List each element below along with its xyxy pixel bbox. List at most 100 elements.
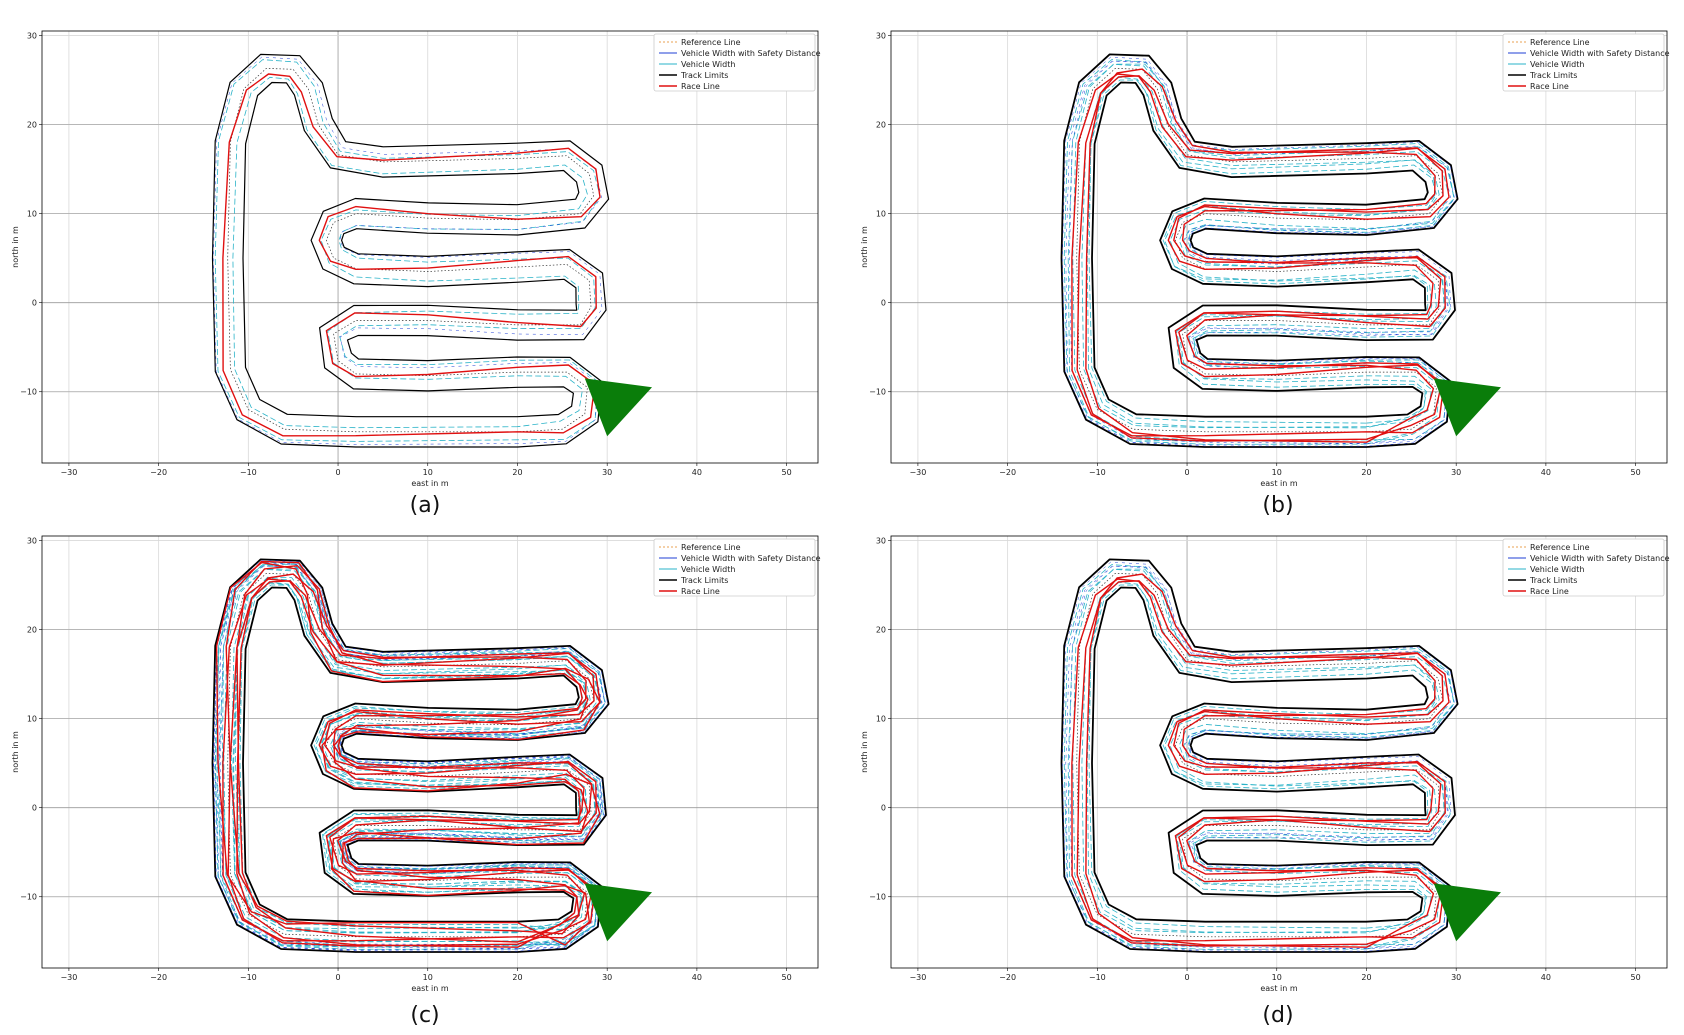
x-tick-label: 0: [335, 468, 340, 477]
safety-width-line: [213, 562, 603, 951]
x-tick-label: 40: [1541, 973, 1551, 982]
x-tick-label: −10: [240, 973, 257, 982]
y-tick-label: 20: [27, 121, 37, 130]
race-line: [225, 560, 589, 935]
vehicle-width-line: [1072, 63, 1455, 443]
start-marker: [1433, 378, 1501, 437]
x-tick-label: 10: [1272, 468, 1282, 477]
track-limit-outer: [1060, 53, 1459, 448]
legend-box: [653, 33, 816, 92]
x-tick-label: 40: [692, 468, 702, 477]
panel-caption: (c): [410, 1003, 439, 1028]
safety-width-line: [1062, 56, 1452, 445]
start-marker: [584, 378, 652, 437]
legend-entry: Race Line: [681, 587, 720, 596]
legend-entry: Reference Line: [681, 543, 741, 552]
legend-entry: Race Line: [1530, 82, 1569, 91]
axes-frame: [890, 535, 1668, 969]
x-tick-label: 20: [1361, 468, 1371, 477]
vehicle-width-line: [1086, 584, 1440, 934]
legend-box: [653, 538, 816, 597]
axes-frame: [41, 535, 819, 969]
safety-width-line: [1069, 566, 1457, 949]
reference-line: [1076, 573, 1444, 938]
y-tick-label: −10: [20, 388, 37, 397]
x-axis-label: east in m: [1260, 479, 1298, 488]
y-tick-label: 30: [27, 31, 37, 40]
vehicle-width-line: [216, 561, 600, 947]
legend-entry: Vehicle Width: [681, 60, 735, 69]
race-line: [222, 73, 601, 437]
race-line: [215, 561, 601, 946]
race-line: [227, 580, 595, 947]
safety-width-line: [1062, 561, 1452, 950]
race-line: [222, 578, 601, 942]
x-tick-label: 30: [1451, 973, 1461, 982]
legend-entry: Track Limits: [1529, 576, 1577, 585]
legend-entry: Vehicle Width with Safety Distance: [1530, 554, 1670, 563]
axes-frame: [890, 30, 1668, 464]
legend-entry: Reference Line: [681, 38, 741, 47]
x-tick-label: 10: [1272, 973, 1282, 982]
y-axis-label: north in m: [860, 731, 869, 773]
y-tick-label: 10: [876, 210, 886, 219]
vehicle-width-line: [1088, 580, 1437, 929]
vehicle-width-line: [1088, 75, 1437, 424]
race-line: [1085, 68, 1436, 443]
vehicle-width-line: [1072, 568, 1455, 948]
y-tick-label: 0: [881, 804, 886, 813]
x-tick-label: 40: [1541, 468, 1551, 477]
legend-entry: Vehicle Width: [681, 565, 735, 574]
vehicle-width-line: [1067, 568, 1455, 950]
x-tick-label: 0: [1184, 973, 1189, 982]
legend-entry: Vehicle Width: [1530, 60, 1584, 69]
panel-a: −30 −20 −10 0 10 20 30 40 50 −10 0 10 20 30 east in m n…: [11, 30, 821, 518]
x-tick-label: 40: [692, 973, 702, 982]
y-tick-label: 10: [27, 715, 37, 724]
race-line: [1076, 580, 1444, 947]
y-tick-label: −10: [869, 388, 886, 397]
x-tick-label: 30: [602, 468, 612, 477]
y-tick-label: 30: [876, 31, 886, 40]
race-line: [1076, 75, 1444, 442]
race-line: [1071, 73, 1450, 437]
y-tick-label: 0: [32, 804, 37, 813]
legend-entry: Vehicle Width with Safety Distance: [681, 49, 821, 58]
axes-frame: [41, 30, 819, 464]
legend-entry: Vehicle Width with Safety Distance: [681, 554, 821, 563]
legend-entry: Race Line: [681, 82, 720, 91]
y-tick-label: 20: [876, 121, 886, 130]
track-limit-outer: [211, 53, 610, 448]
panel-caption: (d): [1262, 1003, 1293, 1028]
track-limit-outer: [1060, 558, 1459, 953]
y-tick-label: −10: [20, 893, 37, 902]
safety-width-line: [216, 565, 606, 952]
safety-width-line: [1065, 565, 1455, 952]
legend-entry: Track Limits: [680, 71, 728, 80]
y-axis-label: north in m: [11, 226, 20, 268]
panel-caption: (b): [1262, 493, 1293, 518]
y-tick-label: 10: [27, 210, 37, 219]
vehicle-width-line: [1067, 63, 1455, 445]
x-tick-label: −30: [909, 973, 926, 982]
legend-entry: Vehicle Width with Safety Distance: [1530, 49, 1670, 58]
x-tick-label: −20: [999, 973, 1016, 982]
legend-entry: Race Line: [1530, 587, 1569, 596]
y-tick-label: 20: [27, 626, 37, 635]
x-tick-label: −10: [1089, 973, 1106, 982]
track-limit-inner: [1091, 586, 1429, 923]
legend-entry: Track Limits: [680, 576, 728, 585]
y-tick-label: 20: [876, 626, 886, 635]
x-tick-label: 20: [512, 468, 522, 477]
x-tick-label: 50: [1631, 973, 1641, 982]
legend-box: [1502, 33, 1665, 92]
x-tick-label: 30: [602, 973, 612, 982]
legend-entry: Reference Line: [1530, 38, 1590, 47]
x-tick-label: −30: [909, 468, 926, 477]
x-tick-label: 20: [512, 973, 522, 982]
x-tick-label: 20: [1361, 973, 1371, 982]
x-tick-label: −20: [999, 468, 1016, 477]
legend-box: [1502, 538, 1665, 597]
x-axis-label: east in m: [411, 984, 449, 993]
x-tick-label: 30: [1451, 468, 1461, 477]
